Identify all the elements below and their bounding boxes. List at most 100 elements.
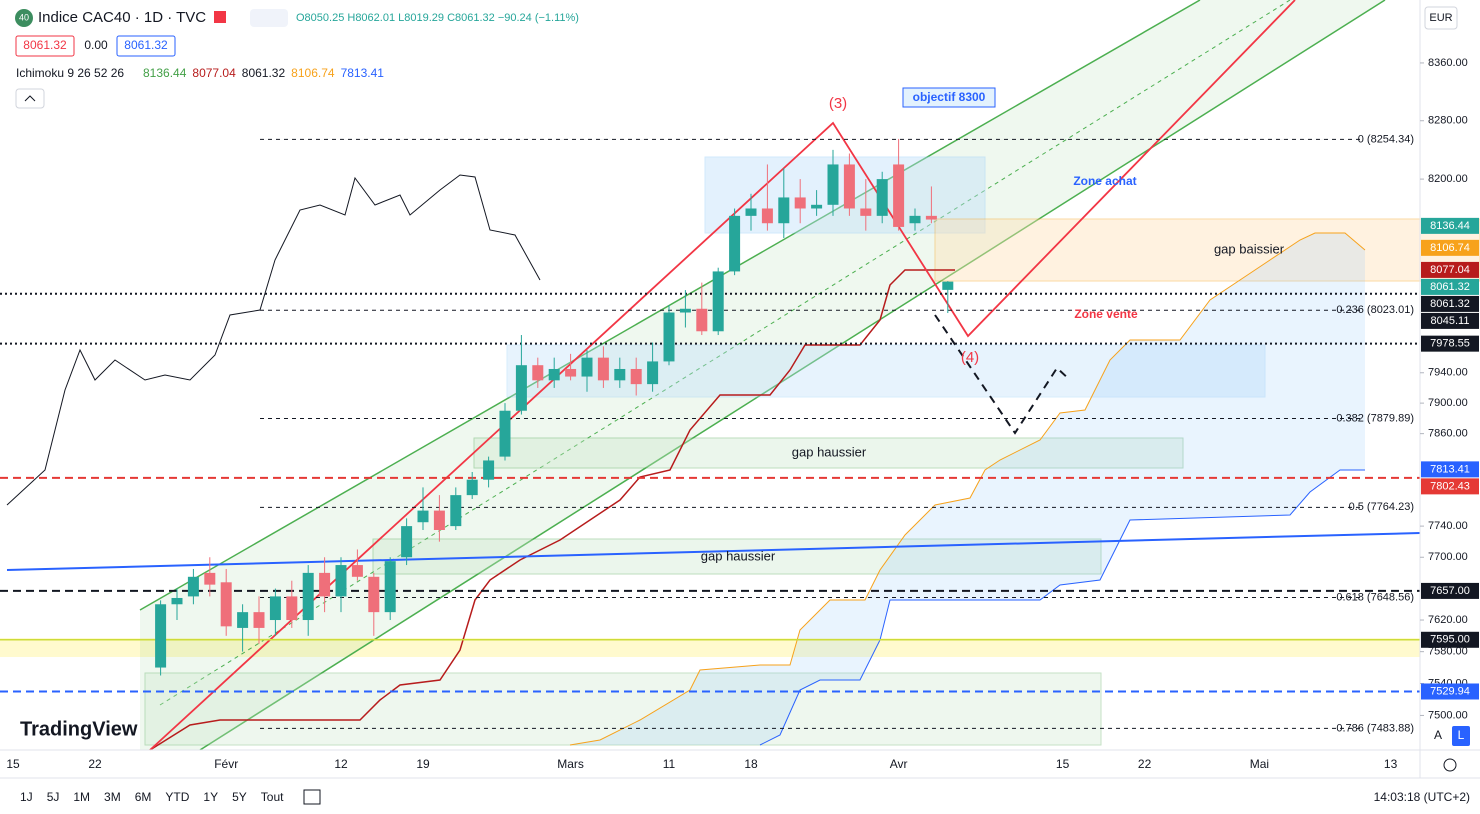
calendar-icon[interactable] — [303, 789, 321, 805]
log-button[interactable]: L — [1458, 728, 1465, 742]
candle-body — [204, 572, 216, 585]
range-button[interactable]: 1M — [73, 790, 90, 804]
y-tick-label: 7900.00 — [1428, 397, 1468, 409]
spread: 0.00 — [84, 38, 108, 52]
ask-box[interactable] — [116, 35, 176, 57]
y-tick-label: 7940.00 — [1428, 367, 1468, 379]
candle-body — [401, 526, 413, 558]
x-tick-label: 22 — [1138, 757, 1152, 771]
range-button[interactable]: 1J — [20, 790, 33, 804]
range-button[interactable]: Tout — [261, 790, 284, 804]
range-button[interactable]: 6M — [135, 790, 152, 804]
range-button[interactable]: 5J — [47, 790, 60, 804]
kijun — [149, 269, 955, 751]
channel-upper — [139, 0, 1201, 611]
candle-body — [450, 495, 462, 527]
y-tick-label: 7620.00 — [1428, 614, 1468, 626]
candle-body — [630, 368, 642, 385]
badge — [15, 9, 33, 27]
candle-body — [368, 576, 380, 613]
currency: EUR — [1429, 12, 1452, 24]
candle-body — [187, 576, 199, 597]
price-label: 7978.55 — [1430, 338, 1470, 350]
drawings — [0, 0, 1480, 751]
candle-body — [155, 604, 167, 668]
settings-icon[interactable] — [1443, 758, 1457, 772]
candle-body — [893, 164, 905, 227]
candle-body — [827, 164, 839, 205]
range-button[interactable]: 3M — [104, 790, 121, 804]
bid-box[interactable] — [15, 35, 75, 57]
candle-body — [794, 197, 806, 209]
candle-body — [417, 510, 429, 523]
range-button[interactable]: 1Y — [203, 790, 218, 804]
y-tick-label: 7500.00 — [1428, 709, 1468, 721]
x-tick-label: 11 — [663, 757, 676, 771]
toolbar: 1J 5J 1M 3M 6M YTD 1Y 5Y Tout — [20, 790, 284, 804]
candle-body — [286, 596, 298, 621]
gap-box — [934, 218, 1480, 282]
x-tick-label: 15 — [1056, 757, 1070, 771]
target-box — [902, 87, 996, 108]
cloud — [570, 233, 1365, 745]
x-tick-label: Mai — [1250, 757, 1269, 771]
candle-body — [548, 368, 560, 381]
candle-body — [843, 164, 855, 209]
title: Indice CAC40 · 1D · TVC — [38, 9, 206, 26]
price-label-bg — [1421, 217, 1479, 234]
span-b — [759, 469, 1365, 746]
annotation: gap haussier — [701, 548, 776, 563]
indicator-values: 8136.44 8077.04 8061.32 8106.74 7813.41 — [143, 66, 384, 80]
fib-label: 0 (8254.34) — [1358, 133, 1414, 145]
candle-body — [876, 179, 888, 216]
candle-body — [351, 565, 363, 577]
indicator-value: 8106.74 — [291, 66, 335, 80]
price-label: 8136.44 — [1430, 220, 1470, 232]
price-label-bg — [1421, 478, 1479, 495]
candle-body — [860, 208, 872, 216]
candle-body — [433, 510, 445, 530]
gap-box — [473, 437, 1184, 469]
fib-label: 0.618 (7648.56) — [1336, 591, 1414, 603]
fib-label: 0.236 (8023.01) — [1336, 304, 1414, 316]
logo: TradingView — [20, 718, 138, 740]
candle-body — [253, 612, 265, 628]
candle-body — [745, 208, 757, 216]
price-label-bg — [1421, 683, 1479, 700]
gap-box — [144, 672, 1102, 746]
auto-button[interactable]: A — [1434, 728, 1442, 742]
price-label: 7595.00 — [1430, 634, 1470, 646]
price-label-bg — [1421, 295, 1479, 312]
annotation: Zone vente — [1074, 307, 1138, 321]
currency-button[interactable] — [1424, 6, 1458, 30]
fib-label: 0.786 (7483.88) — [1336, 722, 1414, 734]
clock: 14:03:18 (UTC+2) — [1374, 790, 1470, 804]
candle-body — [909, 215, 921, 224]
log-button-bg[interactable] — [1452, 726, 1470, 746]
annotation: (4) — [961, 349, 979, 366]
bid: 8061.32 — [23, 38, 67, 52]
price-label-bg — [1421, 261, 1479, 278]
candle-body — [515, 365, 527, 411]
candle-body — [778, 197, 790, 224]
channel-fill — [140, 0, 1385, 750]
candle-body — [647, 361, 659, 385]
x-tick-label: Mars — [557, 757, 584, 771]
candle-body — [614, 368, 626, 381]
y-tick-label: 7580.00 — [1428, 646, 1468, 658]
price-label-bg — [1421, 312, 1479, 329]
y-tick-label: 8200.00 — [1428, 173, 1468, 185]
fib-label: 0.5 (7764.23) — [1349, 501, 1414, 513]
range-button[interactable]: YTD — [165, 790, 189, 804]
x-tick-label: 13 — [1384, 757, 1398, 771]
price-label: 8106.74 — [1430, 242, 1470, 254]
collapse-button[interactable] — [15, 88, 45, 109]
price-label: 7802.43 — [1430, 480, 1470, 492]
chikou — [6, 174, 541, 506]
annotation: Zone achat — [1073, 174, 1136, 188]
compare-button[interactable] — [250, 9, 288, 27]
range-button[interactable]: 5Y — [232, 790, 247, 804]
candle-body — [679, 308, 691, 313]
candle-body — [942, 281, 954, 290]
y-tick-label: 7860.00 — [1428, 428, 1468, 440]
